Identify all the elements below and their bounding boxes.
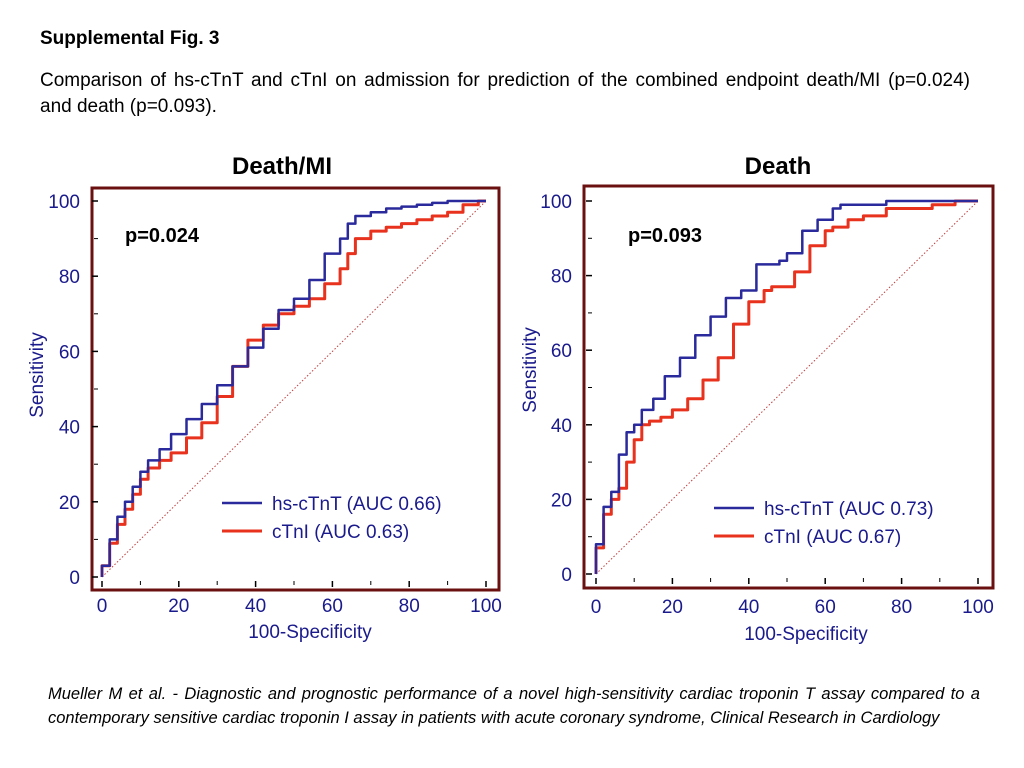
chart-death: Death 0 20 40 60 80 100 0 20 40 60 80 100 p=0.093 1…	[520, 153, 995, 645]
y-tick-label: 0	[69, 568, 80, 589]
chart-death-mi: Death/MI 0 20 40 60 80 100 0 20 40 60 80 100 p=0.02…	[27, 153, 502, 643]
y-tick-label: 80	[59, 267, 80, 288]
x-tick-label: 100	[962, 597, 994, 618]
citation-text: Mueller M et al. - Diagnostic and progno…	[48, 685, 980, 727]
x-axis-label-death-mi: 100-Specificity	[248, 622, 372, 643]
plot-frame-death-mi	[90, 186, 501, 592]
p-value-death: p=0.093	[628, 225, 702, 247]
y-tick-label: 20	[551, 490, 572, 511]
legend-entry-ctni: cTnI (AUC 0.63)	[272, 522, 409, 543]
y-tick-label: 40	[59, 418, 80, 439]
legend-death-mi: hs-cTnT (AUC 0.66) cTnI (AUC 0.63)	[222, 494, 442, 543]
series-line-hs-ctnt	[594, 199, 978, 574]
plot-area-death-mi: 0 20 40 60 80 100 0 20 40 60 80 100	[48, 192, 502, 617]
x-tick-label: 60	[322, 596, 343, 617]
legend-entry-ctni: cTnI (AUC 0.67)	[764, 527, 901, 548]
x-tick-label: 80	[399, 596, 420, 617]
y-tick-label: 0	[561, 565, 572, 586]
plot-frame-death	[582, 184, 995, 590]
series-line-ctni	[594, 199, 978, 574]
legend-death: hs-cTnT (AUC 0.73) cTnI (AUC 0.67)	[714, 499, 934, 548]
x-tick-label: 40	[245, 596, 266, 617]
series-line-hs-ctnt	[100, 199, 486, 577]
y-axis-label-death: Sensitivity	[520, 327, 541, 413]
legend-entry-hs-ctnt: hs-cTnT (AUC 0.73)	[764, 499, 934, 520]
x-axis-label-death: 100-Specificity	[744, 624, 868, 645]
x-tick-label: 100	[470, 596, 502, 617]
reference-diagonal	[595, 200, 979, 575]
figure-label: Supplemental Fig. 3	[40, 28, 220, 49]
y-tick-label: 80	[551, 267, 572, 288]
x-tick-label: 40	[738, 597, 759, 618]
y-tick-label: 20	[59, 493, 80, 514]
y-axis-label-death-mi: Sensitivity	[27, 332, 48, 418]
x-tick-label: 0	[591, 597, 602, 618]
y-tick-label: 60	[551, 341, 572, 362]
legend-entry-hs-ctnt: hs-cTnT (AUC 0.66)	[272, 494, 442, 515]
chart-title-death-mi: Death/MI	[232, 153, 332, 180]
plot-area-death: 0 20 40 60 80 100 0 20 40 60 80 100	[540, 192, 994, 618]
x-tick-label: 20	[168, 596, 189, 617]
y-tick-label: 100	[540, 192, 572, 213]
y-tick-label: 40	[551, 416, 572, 437]
x-tick-label: 80	[891, 597, 912, 618]
p-value-death-mi: p=0.024	[125, 225, 200, 247]
y-tick-label: 100	[48, 192, 80, 213]
x-tick-label: 20	[662, 597, 683, 618]
x-tick-label: 0	[97, 596, 108, 617]
x-tick-label: 60	[815, 597, 836, 618]
y-tick-label: 60	[59, 342, 80, 363]
figure-caption: Comparison of hs-cTnT and cTnI on admiss…	[40, 70, 970, 117]
chart-title-death: Death	[745, 153, 812, 180]
reference-diagonal	[101, 200, 487, 578]
